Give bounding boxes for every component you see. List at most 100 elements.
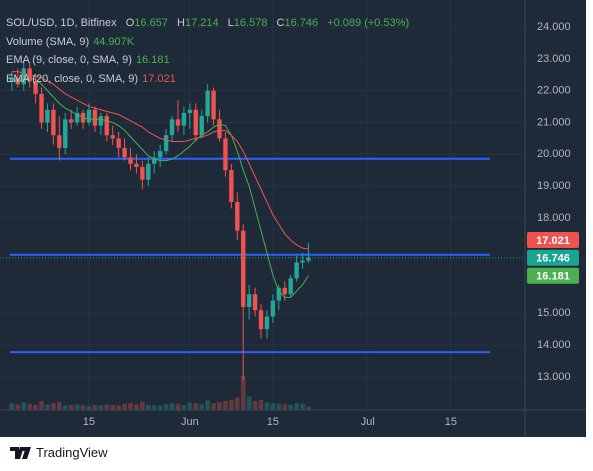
- x-tick-label: Jun: [181, 416, 199, 428]
- volume-bar: [288, 404, 293, 410]
- volume-bar: [62, 405, 68, 410]
- series-value: 17.021: [142, 72, 176, 85]
- volume-bar: [252, 401, 258, 410]
- ohlc-letter: H: [177, 17, 185, 29]
- ohlc-value: 17.214: [184, 17, 219, 29]
- ohlc-letter: C: [276, 17, 285, 29]
- brand-logo: [10, 446, 31, 459]
- candle-body: [282, 287, 287, 295]
- volume-bar: [282, 404, 288, 410]
- candle-body: [157, 151, 163, 158]
- volume-bar: [276, 403, 282, 410]
- candle-body: [241, 230, 246, 307]
- volume-bar: [163, 404, 169, 410]
- candle-body: [252, 294, 258, 311]
- volume-bar: [15, 404, 21, 410]
- candle-body: [205, 90, 210, 117]
- candle-body: [211, 90, 216, 120]
- volume-bar: [122, 403, 127, 410]
- volume-bar: [223, 401, 228, 410]
- volume-bar: [110, 404, 116, 410]
- candle-body: [276, 287, 282, 301]
- candle-body: [57, 135, 62, 148]
- indicator-line: [11, 71, 309, 250]
- chart-background: [0, 0, 586, 437]
- x-tick-label: 15: [445, 416, 457, 428]
- change: +0.089 (+0.53%): [327, 17, 410, 29]
- y-tick-label: 18.000: [537, 212, 571, 224]
- legend-row: EMA (20, close, 0, SMA, 9) 17.021: [6, 70, 409, 89]
- volume-bar: [39, 401, 44, 410]
- volume-bar: [205, 400, 210, 410]
- volume-bar: [246, 396, 252, 410]
- price-box: [527, 267, 579, 284]
- volume-bar: [9, 403, 15, 410]
- volume-bar: [98, 405, 104, 410]
- candle-body: [74, 112, 80, 123]
- candle-body: [110, 135, 115, 139]
- volume-bar: [193, 403, 199, 410]
- candle-body: [39, 93, 44, 123]
- candle-body: [246, 294, 252, 307]
- candle-body: [300, 260, 305, 263]
- candle-body: [169, 119, 175, 136]
- ohlc-value: 16.578: [233, 17, 268, 29]
- candle-body: [92, 109, 98, 126]
- volume-bar: [234, 397, 240, 410]
- volume-bar: [187, 402, 193, 410]
- volume-value: 44.907K: [93, 35, 135, 48]
- volume-bar: [140, 401, 145, 410]
- price-box-label: 16.746: [536, 253, 570, 265]
- series-name: EMA (20, close, 0, SMA, 9): [6, 72, 139, 85]
- candle-body: [140, 166, 145, 180]
- volume-bar: [175, 403, 181, 410]
- candle-body: [51, 109, 56, 136]
- y-tick-label: 24.000: [537, 21, 571, 33]
- candle-body: [270, 300, 276, 317]
- candle-body: [258, 310, 264, 330]
- volume-bar: [74, 404, 80, 410]
- candle-body: [122, 147, 127, 158]
- brand: TradingView: [10, 445, 108, 460]
- candle-body: [175, 119, 181, 126]
- y-tick-label: 20.000: [537, 148, 571, 160]
- volume-bar: [258, 399, 264, 410]
- y-tick-label: 19.000: [537, 180, 571, 192]
- candle-body: [187, 109, 193, 113]
- volume-bar: [45, 404, 50, 410]
- series-value: 16.181: [135, 54, 170, 66]
- indicator-line: [11, 77, 309, 298]
- volume-bar: [21, 402, 27, 410]
- volume-bar: [169, 403, 175, 410]
- volume-bar: [240, 376, 246, 410]
- volume-bar: [128, 403, 133, 410]
- candle-body: [98, 116, 104, 126]
- volume-bar: [104, 404, 110, 410]
- candle-body: [181, 112, 187, 126]
- candle-body: [63, 119, 68, 148]
- legend-row: Volume (SMA, 9) 44.907K: [6, 33, 409, 52]
- brand-text: TradingView: [36, 445, 108, 460]
- legend: SOL/USD, 1D, Bitfinex O16.657 H17.214 L1…: [6, 14, 409, 88]
- y-tick-label: 22.000: [537, 85, 571, 97]
- ohlc-letter: L: [227, 17, 234, 29]
- ohlc-value: 16.657: [134, 17, 168, 29]
- volume-bar: [294, 403, 299, 410]
- candle-body: [146, 163, 151, 180]
- candle-body: [45, 109, 50, 123]
- volume-bar: [199, 404, 204, 410]
- volume-bar: [51, 403, 56, 410]
- volume-bar: [57, 402, 62, 410]
- y-tick-label: 23.000: [537, 53, 571, 65]
- candle-body: [193, 109, 198, 136]
- candle-body: [86, 109, 92, 123]
- candle-body: [134, 163, 139, 167]
- x-tick-label: 15: [83, 416, 95, 428]
- candle-body: [33, 81, 38, 94]
- candle-body: [288, 278, 293, 295]
- volume-name: Volume (SMA, 9): [6, 35, 90, 48]
- candle-body: [229, 170, 234, 202]
- candle-body: [116, 138, 121, 148]
- price-box-label: 17.021: [536, 235, 570, 247]
